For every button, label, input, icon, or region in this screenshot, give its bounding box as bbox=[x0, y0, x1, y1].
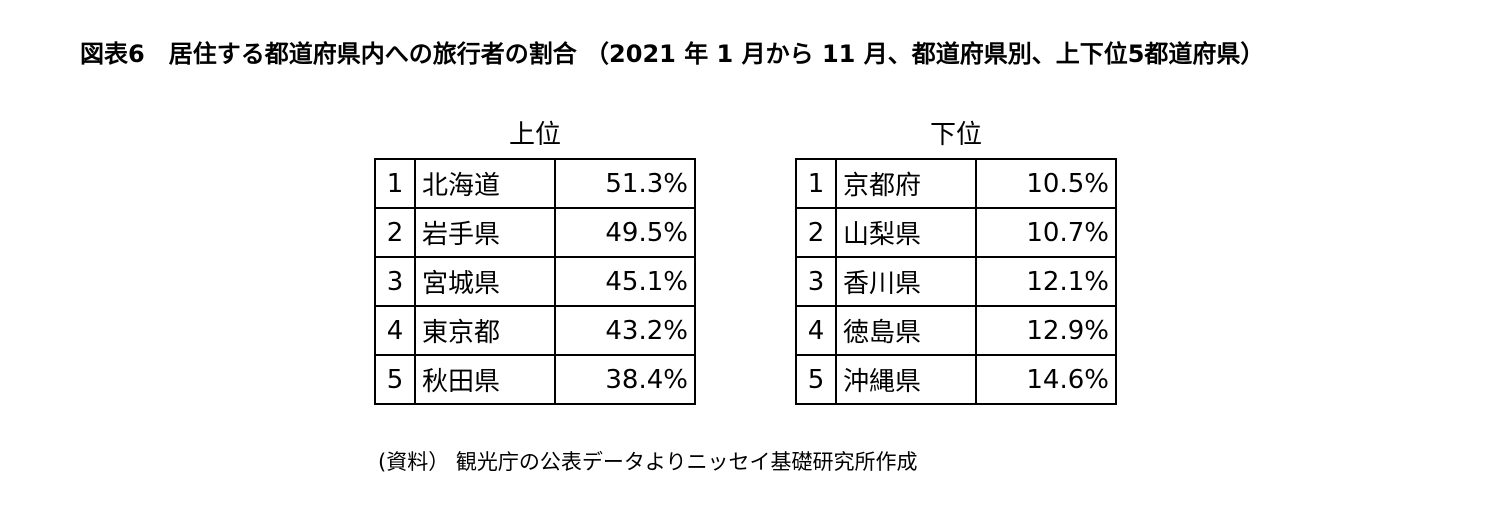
rank-cell: 3 bbox=[374, 256, 416, 307]
top-ranking-table: 1 北海道 51.3% 2 岩手県 49.5% 3 宮城県 45.1% 4 東京… bbox=[374, 158, 696, 405]
value-cell: 12.9% bbox=[975, 305, 1117, 356]
prefecture-cell: 北海道 bbox=[414, 158, 556, 209]
rank-cell: 1 bbox=[795, 158, 837, 209]
rank-cell: 3 bbox=[795, 256, 837, 307]
table-row: 4 徳島県 12.9% bbox=[795, 305, 1117, 356]
table-row: 5 秋田県 38.4% bbox=[374, 354, 696, 405]
prefecture-cell: 東京都 bbox=[414, 305, 556, 356]
rank-cell: 2 bbox=[374, 207, 416, 258]
rank-cell: 5 bbox=[374, 354, 416, 405]
table-row: 2 岩手県 49.5% bbox=[374, 207, 696, 258]
rank-cell: 5 bbox=[795, 354, 837, 405]
rank-cell: 4 bbox=[374, 305, 416, 356]
value-cell: 10.7% bbox=[975, 207, 1117, 258]
table-row: 1 京都府 10.5% bbox=[795, 158, 1117, 209]
prefecture-cell: 山梨県 bbox=[835, 207, 977, 258]
table-row: 5 沖縄県 14.6% bbox=[795, 354, 1117, 405]
value-cell: 38.4% bbox=[554, 354, 696, 405]
value-cell: 43.2% bbox=[554, 305, 696, 356]
table-row: 2 山梨県 10.7% bbox=[795, 207, 1117, 258]
prefecture-cell: 沖縄県 bbox=[835, 354, 977, 405]
value-cell: 10.5% bbox=[975, 158, 1117, 209]
bottom-ranking-block: 下位 1 京都府 10.5% 2 山梨県 10.7% 3 香川県 12.1% 4… bbox=[795, 112, 1117, 405]
source-note: (資料） 観光庁の公表データよりニッセイ基礎研究所作成 bbox=[378, 450, 918, 474]
top-ranking-block: 上位 1 北海道 51.3% 2 岩手県 49.5% 3 宮城県 45.1% 4… bbox=[374, 112, 696, 405]
value-cell: 51.3% bbox=[554, 158, 696, 209]
table-row: 3 宮城県 45.1% bbox=[374, 256, 696, 307]
prefecture-cell: 秋田県 bbox=[414, 354, 556, 405]
table-row: 4 東京都 43.2% bbox=[374, 305, 696, 356]
table-row: 3 香川県 12.1% bbox=[795, 256, 1117, 307]
figure-title: 図表6 居住する都道府県内への旅行者の割合 （2021 年 1 月から 11 月… bbox=[80, 40, 1265, 68]
table-row: 1 北海道 51.3% bbox=[374, 158, 696, 209]
value-cell: 14.6% bbox=[975, 354, 1117, 405]
bottom-table-caption: 下位 bbox=[929, 120, 982, 150]
value-cell: 12.1% bbox=[975, 256, 1117, 307]
prefecture-cell: 京都府 bbox=[835, 158, 977, 209]
top-table-caption: 上位 bbox=[508, 120, 561, 150]
prefecture-cell: 宮城県 bbox=[414, 256, 556, 307]
value-cell: 45.1% bbox=[554, 256, 696, 307]
prefecture-cell: 香川県 bbox=[835, 256, 977, 307]
prefecture-cell: 徳島県 bbox=[835, 305, 977, 356]
prefecture-cell: 岩手県 bbox=[414, 207, 556, 258]
value-cell: 49.5% bbox=[554, 207, 696, 258]
rank-cell: 1 bbox=[374, 158, 416, 209]
rank-cell: 2 bbox=[795, 207, 837, 258]
rank-cell: 4 bbox=[795, 305, 837, 356]
bottom-ranking-table: 1 京都府 10.5% 2 山梨県 10.7% 3 香川県 12.1% 4 徳島… bbox=[795, 158, 1117, 405]
